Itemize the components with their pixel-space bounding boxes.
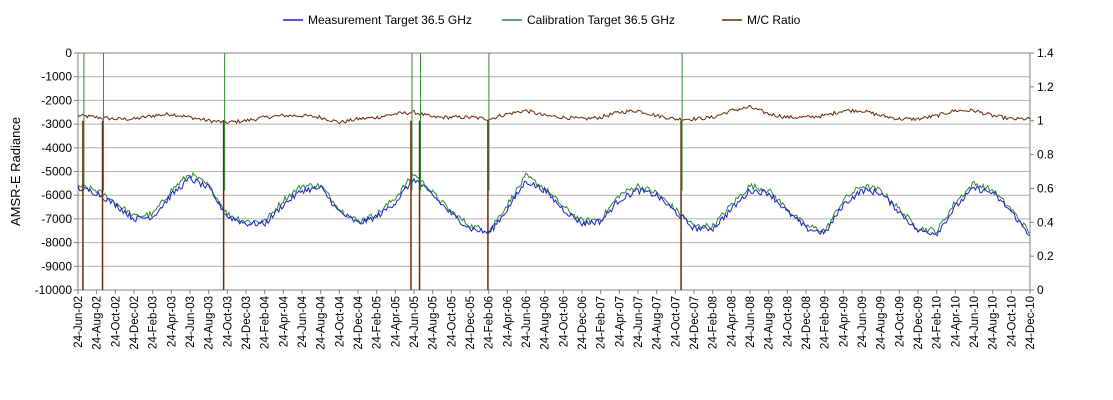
- x-tick-label: 24-Apr-09: [838, 296, 850, 347]
- x-tick-label: 24-Dec-05: [465, 296, 477, 350]
- x-tick-label: 24-Jun-09: [857, 296, 869, 348]
- x-tick-label: 24-Aug-02: [92, 296, 104, 350]
- y2-tick-label: 0: [1037, 283, 1044, 297]
- y2-tick-label: 1.4: [1037, 46, 1054, 60]
- y-tick-label: -6000: [41, 188, 72, 202]
- x-tick-label: 24-Feb-06: [484, 296, 496, 349]
- y-tick-label: -8000: [41, 236, 72, 250]
- x-tick-label: 24-Apr-08: [726, 296, 738, 347]
- x-tick-label: 24-Jun-05: [409, 296, 421, 348]
- legend-label: M/C Ratio: [747, 13, 801, 27]
- y-tick-label: 0: [65, 46, 72, 60]
- x-tick-label: 24-Oct-09: [894, 296, 906, 347]
- x-tick-label: 24-Dec-06: [577, 296, 589, 350]
- y-tick-label: -1000: [41, 70, 72, 84]
- y-tick-label: -4000: [41, 141, 72, 155]
- x-tick-label: 24-Feb-10: [932, 296, 944, 349]
- x-tick-label: 24-Apr-04: [278, 295, 290, 347]
- y2-tick-label: 1: [1037, 114, 1044, 128]
- y2-tick-label: 0.8: [1037, 148, 1054, 162]
- x-tick-label: 24-Jun-03: [185, 296, 197, 348]
- x-tick-label: 24-Aug-03: [204, 296, 216, 350]
- x-tick-label: 24-Dec-03: [241, 296, 253, 350]
- x-tick-label: 24-Apr-05: [390, 296, 402, 347]
- x-tick-label: 24-Apr-10: [950, 296, 962, 347]
- x-tick-label: 24-Dec-09: [913, 296, 925, 350]
- x-tick-label: 24-Aug-04: [316, 295, 328, 349]
- y-axis-title: AMSR-E Radiance: [8, 117, 23, 226]
- legend-label: Measurement Target 36.5 GHz: [308, 13, 472, 27]
- x-axis-ticks: 24-Jun-02 24-Aug-02 24-Oct-02 24-Dec-02 24-F…: [73, 290, 1037, 350]
- x-tick-label: 24-Feb-07: [596, 296, 608, 349]
- x-tick-label: 24-Dec-08: [801, 296, 813, 350]
- x-tick-label: 24-Oct-06: [558, 296, 570, 347]
- y2-tick-label: 0.6: [1037, 181, 1054, 195]
- x-tick-label: 24-Jun-02: [73, 296, 85, 348]
- x-tick-label: 24-Feb-09: [820, 296, 832, 349]
- x-tick-label: 24-Feb-08: [708, 296, 720, 349]
- x-tick-label: 24-Oct-04: [334, 295, 346, 347]
- x-tick-label: 24-Oct-02: [110, 296, 122, 347]
- x-tick-label: 24-Aug-06: [540, 296, 552, 350]
- chart-legend: Measurement Target 36.5 GHz Calibration T…: [283, 13, 801, 27]
- x-tick-label: 24-Dec-07: [689, 296, 701, 350]
- right-axis-ticks: 1.4 1.2 1 0.8 0.6 0.4 0.2 0: [1030, 46, 1054, 297]
- y-tick-label: -10000: [35, 283, 73, 297]
- x-tick-label: 24-Jun-06: [521, 296, 533, 348]
- y2-tick-label: 0.2: [1037, 249, 1054, 263]
- x-tick-label: 24-Jun-04: [297, 295, 309, 347]
- gridlines: [78, 52, 1030, 291]
- x-tick-label: 24-Apr-07: [614, 296, 626, 347]
- x-tick-label: 24-Aug-09: [876, 296, 888, 350]
- left-axis-ticks: 0 -1000 -2000 -3000 -4000 -5000 -6000 -7000 -800…: [35, 46, 78, 297]
- legend-label: Calibration Target 36.5 GHz: [527, 13, 675, 27]
- x-tick-label: 24-Oct-05: [446, 296, 458, 347]
- series-layer: [77, 53, 1031, 290]
- x-tick-label: 24-Oct-07: [670, 296, 682, 347]
- series-line: [77, 104, 1031, 125]
- series-line: [77, 171, 1031, 235]
- x-tick-label: 24-Jun-10: [969, 296, 981, 348]
- y-tick-label: -2000: [41, 93, 72, 107]
- y-tick-label: -9000: [41, 259, 72, 273]
- x-tick-label: 24-Dec-10: [1025, 296, 1037, 350]
- x-tick-label: 24-Aug-10: [988, 296, 1000, 350]
- x-tick-label: 24-Dec-02: [129, 296, 141, 350]
- x-tick-label: 24-Aug-07: [652, 296, 664, 350]
- y-tick-label: -3000: [41, 117, 72, 131]
- x-tick-label: 24-Aug-05: [428, 296, 440, 350]
- x-tick-label: 24-Aug-08: [764, 296, 776, 350]
- x-tick-label: 24-Jun-08: [745, 296, 757, 348]
- y-tick-label: -5000: [41, 165, 72, 179]
- y-tick-label: -7000: [41, 212, 72, 226]
- x-tick-label: 24-Feb-03: [148, 296, 160, 349]
- x-tick-label: 24-Feb-05: [372, 296, 384, 349]
- x-tick-label: 24-Feb-04: [260, 295, 272, 349]
- y2-tick-label: 0.4: [1037, 215, 1054, 229]
- x-tick-label: 24-Oct-10: [1006, 296, 1018, 347]
- x-tick-label: 24-Jun-07: [633, 296, 645, 348]
- y2-tick-label: 1.2: [1037, 80, 1054, 94]
- x-tick-label: 24-Oct-03: [222, 296, 234, 347]
- series-line: [77, 175, 1031, 237]
- x-tick-label: 24-Apr-06: [502, 296, 514, 347]
- x-tick-label: 24-Oct-08: [782, 296, 794, 347]
- x-tick-label: 24-Dec-04: [353, 295, 365, 349]
- x-tick-label: 24-Apr-03: [166, 296, 178, 347]
